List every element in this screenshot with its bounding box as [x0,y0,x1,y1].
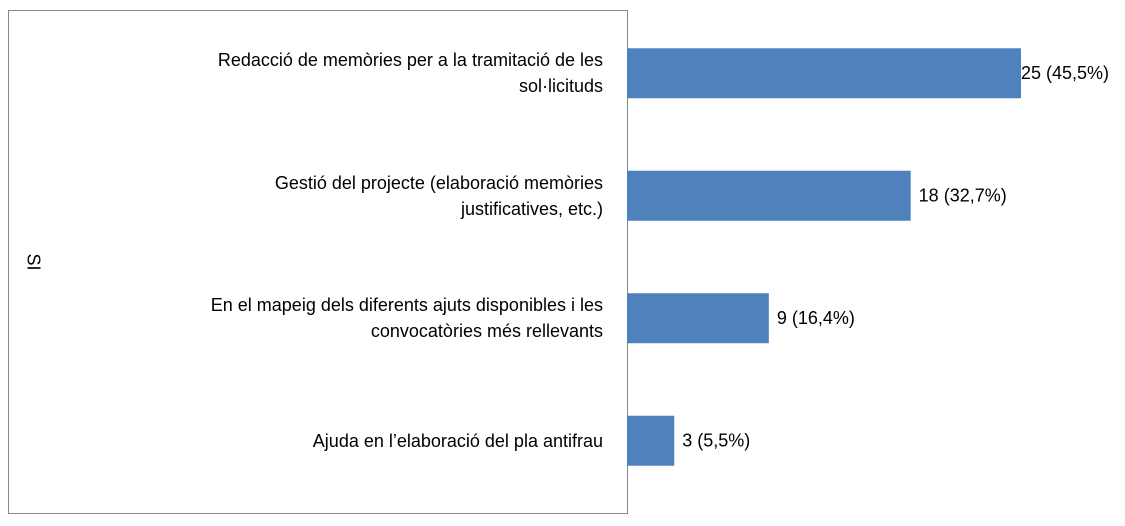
category-label: En el mapeig dels diferents ajuts dispon… [210,295,603,342]
data-label: 3 (5,5%) [682,431,750,451]
axis-label: SI [23,253,43,270]
bar [627,170,911,221]
category-label: Gestió del projecte (elaboració memòries… [274,172,603,219]
data-label: 25 (45,5%) [1021,63,1109,83]
bar [627,48,1021,99]
category-frame [8,10,628,514]
category-label: Redacció de memòries per a la tramitació… [217,50,603,97]
data-label: 9 (16,4%) [777,308,855,328]
data-label: 18 (32,7%) [919,186,1007,206]
category-label: Ajuda en l’elaboració del pla antifrau [312,430,603,451]
bar [627,415,675,466]
bar [627,293,769,344]
